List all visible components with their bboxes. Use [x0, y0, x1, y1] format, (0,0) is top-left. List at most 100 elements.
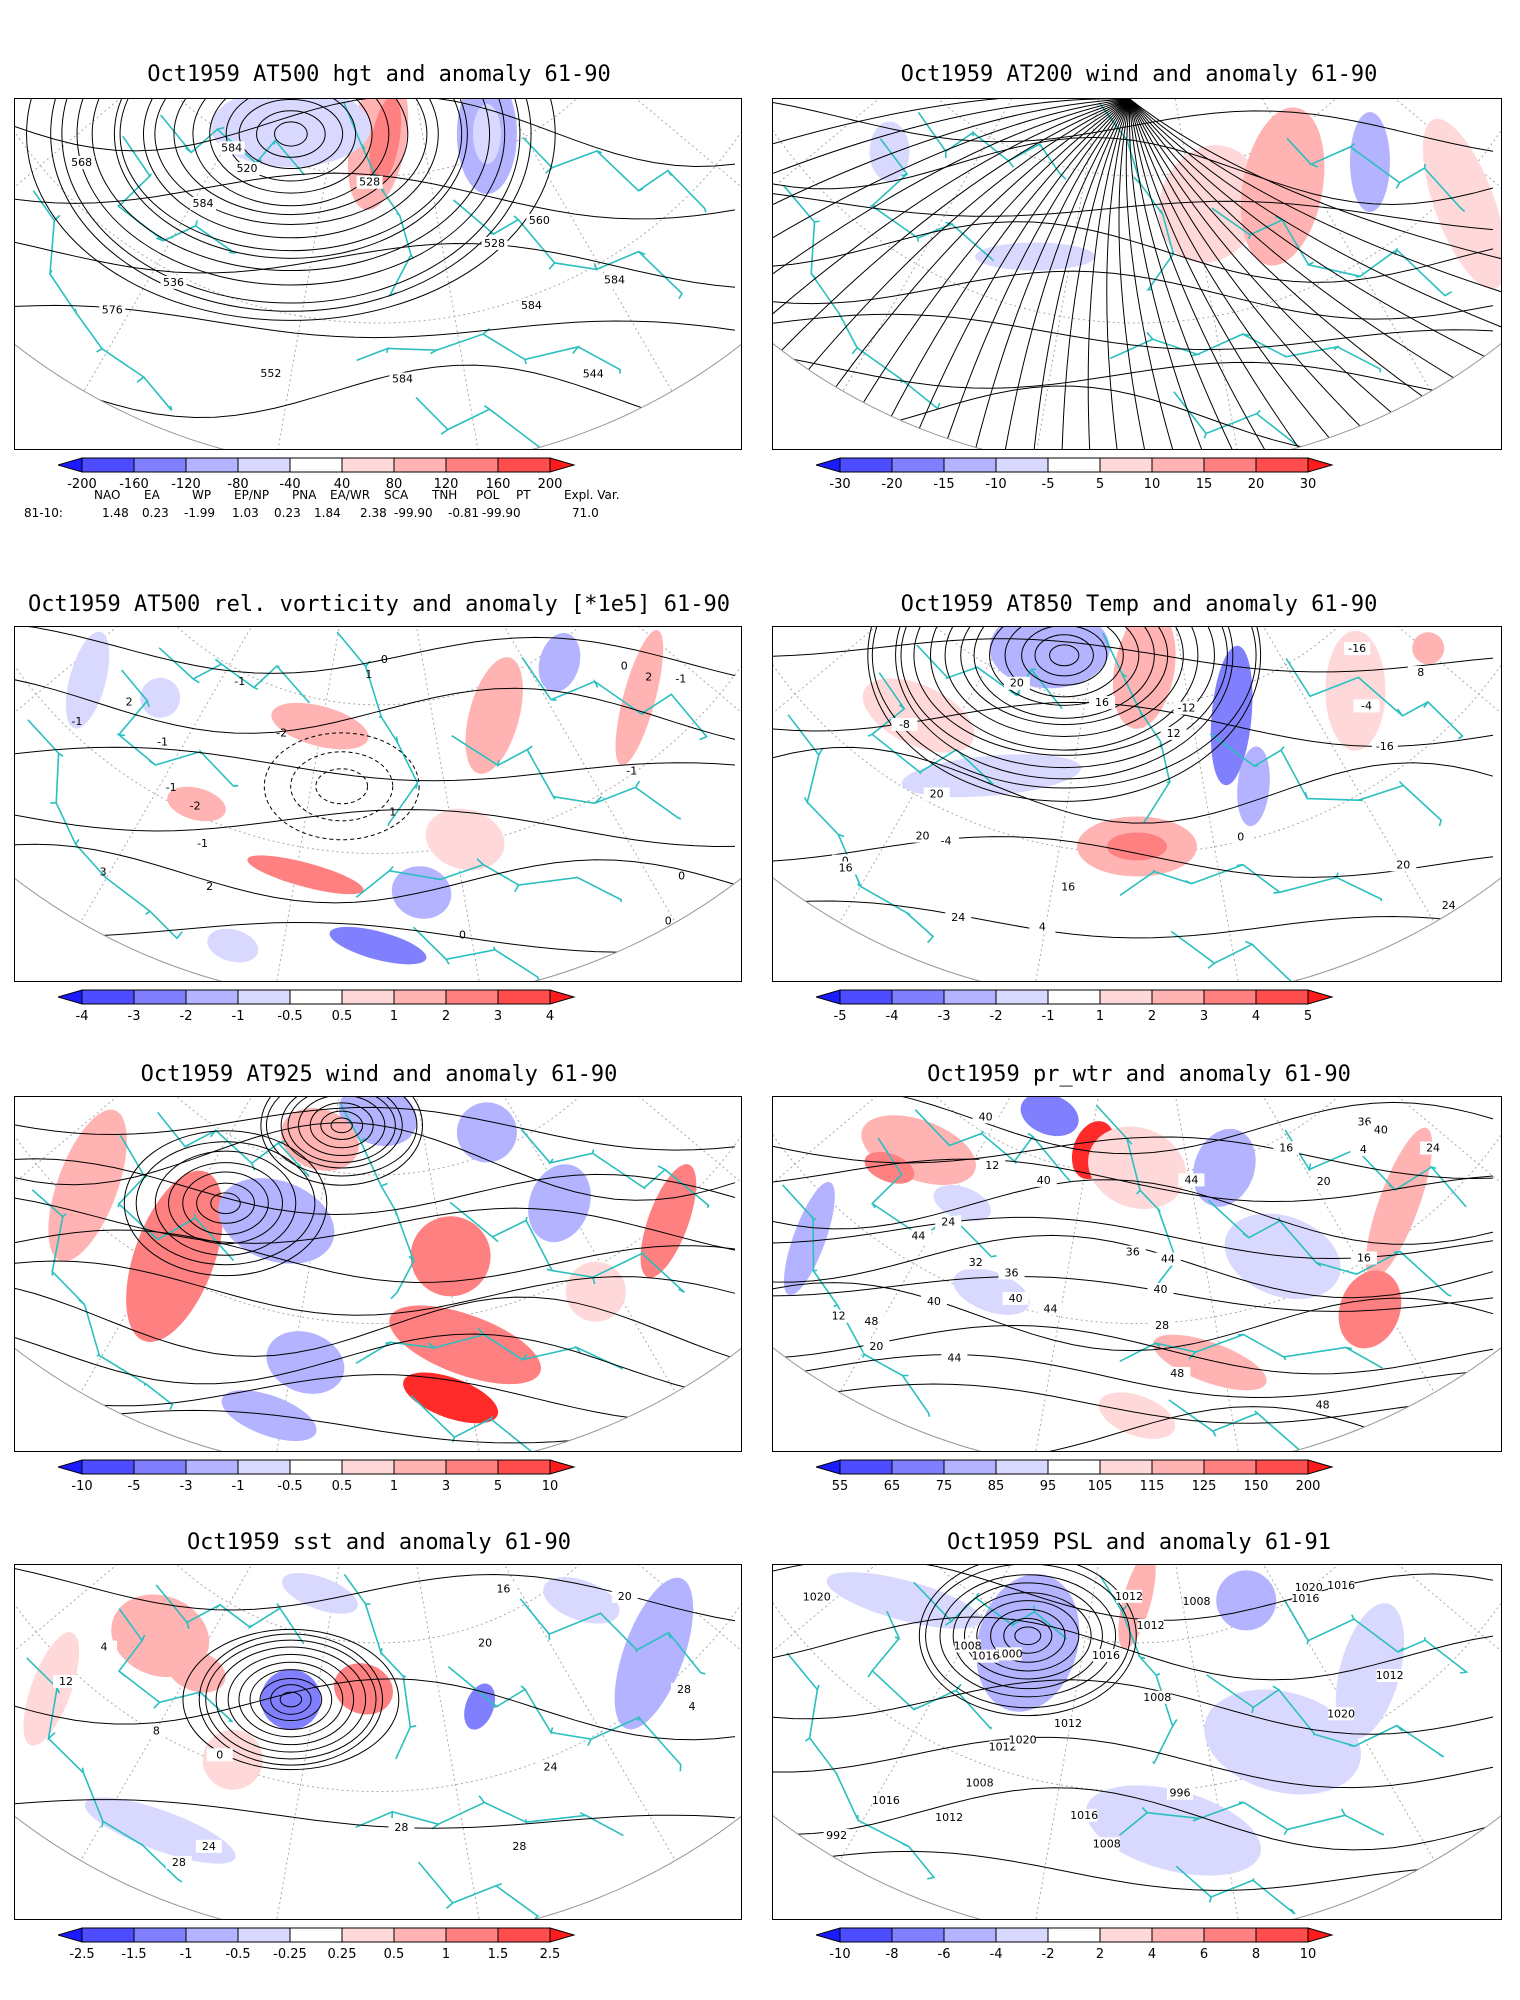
contour-label: 8: [1417, 666, 1424, 679]
scale-tick-label: -2.5: [69, 1947, 94, 1962]
scale-tick-label: -4: [886, 1009, 899, 1024]
color-scale-bar: -4 -3 -2 -1 -0.5 0.5 1 2 3 4: [58, 989, 576, 1024]
streamline: [1129, 99, 1501, 449]
contour-label: 24: [544, 1761, 558, 1774]
scale-tick-label: -0.5: [277, 1479, 302, 1494]
scale-tick-label: 4: [546, 1009, 554, 1024]
scale-swatch: [289, 1927, 343, 1943]
coastline: [783, 185, 941, 410]
streamline: [15, 1158, 736, 1216]
contour-line: [76, 99, 506, 286]
contour-label: 4: [1360, 1143, 1367, 1156]
contour-line: [154, 1150, 297, 1256]
anomaly-shading: [472, 104, 501, 164]
scale-tick-label: -1: [232, 1009, 245, 1024]
index-value: 71.0: [572, 506, 599, 520]
contour-label-bg: [998, 1266, 1025, 1280]
contour-label: 1: [389, 806, 396, 819]
scale-swatch: [445, 1927, 499, 1943]
contour-label-bg: [905, 1229, 932, 1243]
contour-line: [15, 627, 736, 677]
contour-label: 40: [1009, 1292, 1023, 1305]
scale-tick-label: -1: [1042, 1009, 1055, 1024]
anomaly-shading: [221, 1390, 317, 1442]
coastline: [412, 926, 541, 981]
scale-tick-label: 105: [1088, 1479, 1113, 1494]
contour-line: [119, 99, 463, 252]
index-header: POL: [476, 488, 500, 502]
contour-label: 1008: [954, 1639, 982, 1652]
contour-label: 1020: [1295, 1581, 1323, 1594]
scale-swatch: [133, 457, 187, 473]
streamline: [1118, 99, 1318, 449]
panel-title: Oct1959 PSL and anomaly 61-91: [946, 1530, 1332, 1555]
anomaly-shading: [783, 1181, 835, 1296]
scale-swatch: [839, 989, 893, 1005]
contour-line: [1014, 1626, 1042, 1646]
streamline: [828, 99, 1131, 449]
contour-label: -16: [1348, 642, 1366, 655]
contour-label-bg: [1390, 858, 1417, 872]
scale-swatch: [1099, 457, 1153, 473]
scale-tick-label: -5: [128, 1479, 141, 1494]
scale-arrow-left: [58, 989, 83, 1005]
scale-swatch: [1203, 457, 1257, 473]
scale-tick-label: 5: [1304, 1009, 1312, 1024]
contour-label: -1: [166, 781, 177, 794]
contour-line: [773, 1736, 1494, 1789]
contour-label-bg: [1350, 1143, 1377, 1157]
scale-tick-label: 4: [1252, 1009, 1260, 1024]
contour-label: 1016: [1070, 1809, 1098, 1822]
contour-line: [259, 1677, 323, 1722]
index-value: 1.84: [314, 506, 341, 520]
contour-line: [274, 121, 308, 147]
anomaly-shading: [1335, 1603, 1405, 1740]
coastline: [452, 199, 683, 300]
contour-label-bg: [1055, 880, 1082, 894]
coastline: [31, 1189, 174, 1411]
scale-arrow-right: [1307, 1927, 1334, 1943]
panel-sst: Oct1959 sst and anomaly 61-90 24 28 24 4 8 12…: [14, 1530, 744, 1962]
anomaly-shading: [465, 657, 523, 774]
coastline: [155, 1584, 305, 1645]
scale-swatch: [891, 989, 945, 1005]
scale-swatch: [1047, 457, 1101, 473]
contour-line: [1034, 634, 1094, 677]
contour-line: [1049, 644, 1080, 667]
color-scale-bar: -5 -4 -3 -2 -1 1 2 3 4 5: [816, 989, 1334, 1024]
streamline: [773, 99, 1131, 449]
contour-label-bg: [611, 1589, 638, 1603]
index-header: Expl. Var.: [564, 488, 620, 502]
scale-tick-label: 20: [1248, 477, 1265, 492]
scale-swatch: [839, 457, 893, 473]
scale-arrow-left: [816, 1927, 841, 1943]
anomaly-shading: [329, 926, 427, 965]
anomaly-shading: [369, 99, 402, 186]
scale-swatch: [185, 1459, 239, 1475]
scale-tick-label: -3: [180, 1479, 193, 1494]
contour-label: 1012: [935, 1811, 963, 1824]
coastline: [1099, 1575, 1178, 1765]
streamline: [15, 1374, 736, 1422]
scale-tick-label: 10: [1144, 477, 1161, 492]
scale-tick-label: -4: [990, 1947, 1003, 1962]
latitude-gridline: [773, 1097, 1501, 1325]
longitude-gridline: [377, 99, 741, 261]
latitude-gridline: [80, 1097, 676, 1176]
contour-label-bg: [1009, 1733, 1036, 1747]
scale-tick-label: -5: [834, 1009, 847, 1024]
scale-tick-label: -0.25: [273, 1947, 307, 1962]
anomaly-shading: [1098, 1392, 1176, 1439]
contour-label-bg: [1144, 1690, 1171, 1704]
contour-label-bg: [962, 1256, 989, 1270]
coastline: [1119, 1333, 1384, 1369]
coastline: [521, 657, 708, 741]
contour-line: [773, 836, 1494, 878]
contour-label: 12: [1167, 727, 1181, 740]
scale-swatch: [445, 989, 499, 1005]
contour-line: [320, 1110, 364, 1140]
scale-swatch: [1255, 989, 1309, 1005]
scale-tick-label: 3: [494, 1009, 502, 1024]
longitude-gridline: [275, 99, 379, 449]
